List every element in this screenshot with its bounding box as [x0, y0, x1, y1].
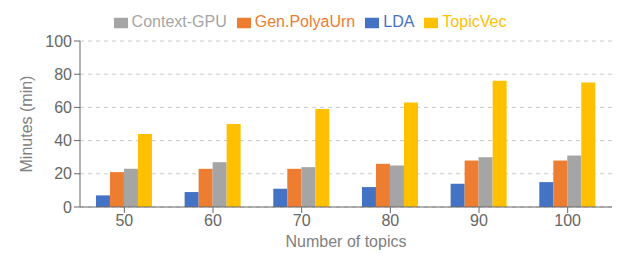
- html-text:Gen.PolyaUrn: Gen.PolyaUrn: [254, 13, 356, 30]
- svg-text:60: 60: [54, 99, 72, 116]
- svg-text:Minutes (min): Minutes (min): [18, 76, 35, 173]
- svg-text:100: 100: [45, 33, 72, 50]
- svg-text:80: 80: [381, 212, 399, 229]
- svg-text:40: 40: [54, 132, 72, 149]
- svg-text:0: 0: [63, 199, 72, 216]
- svg-text:70: 70: [293, 212, 311, 229]
- svg-text:50: 50: [115, 212, 133, 229]
- svg-text:100: 100: [554, 212, 581, 229]
- html-text:Context-GPU: Context-GPU: [131, 13, 227, 30]
- svg-text:90: 90: [470, 212, 488, 229]
- html-text:LDA: LDA: [383, 13, 415, 30]
- svg-text:Number of topics: Number of topics: [286, 233, 407, 250]
- html-text:TopicVec: TopicVec: [442, 13, 507, 30]
- svg-text:20: 20: [54, 165, 72, 182]
- svg-text:60: 60: [204, 212, 222, 229]
- svg-text:80: 80: [54, 66, 72, 83]
